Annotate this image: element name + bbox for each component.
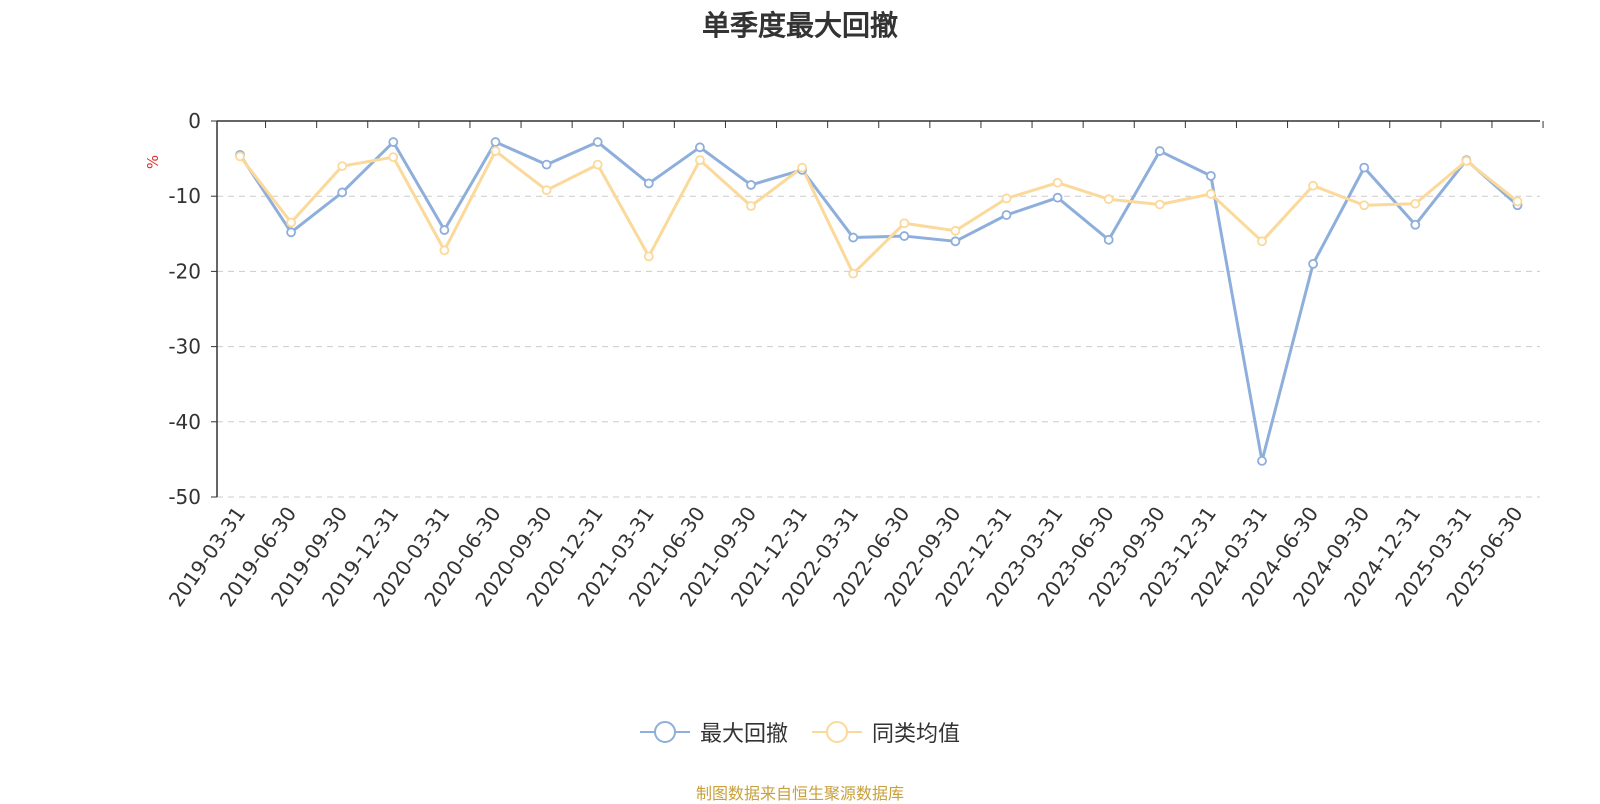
- data-point-0: [1359, 162, 1370, 173]
- data-point-0: [337, 187, 348, 198]
- y-tick-label: -30: [168, 335, 201, 359]
- y-tick-label: -10: [168, 184, 201, 208]
- legend-label: 同类均值: [872, 722, 961, 747]
- series-line-1: [238, 149, 1519, 276]
- data-point-1: [797, 162, 807, 173]
- data-point-1: [1410, 198, 1421, 209]
- data-point-1: [490, 146, 501, 156]
- data-point-1: [541, 185, 552, 196]
- data-point-0: [899, 231, 910, 241]
- data-point-1: [592, 159, 603, 170]
- data-point-1: [1512, 196, 1523, 207]
- data-point-0: [388, 137, 399, 147]
- data-point-0: [286, 227, 297, 238]
- source-note: 制图数据来自恒生聚源数据库: [695, 784, 904, 803]
- axes: 0-10-20-30-40-50%2019-03-312019-06-30201…: [144, 109, 1544, 611]
- data-point-1: [848, 268, 859, 279]
- y-axis-unit-label: %: [144, 155, 162, 169]
- data-point-1: [388, 152, 399, 162]
- data-point-1: [1206, 189, 1216, 199]
- series-line-0: [238, 140, 1519, 463]
- data-point-1: [1359, 200, 1370, 211]
- data-point-0: [1257, 456, 1267, 466]
- data-point-0: [848, 232, 859, 243]
- legend-label: 最大回撤: [699, 722, 788, 747]
- data-point-0: [950, 236, 961, 247]
- legend-item-max-drawdown[interactable]: 最大回撤: [639, 716, 788, 748]
- legend: 最大回撤 同类均值: [0, 716, 1600, 748]
- data-point-1: [1052, 177, 1063, 188]
- data-point-1: [1308, 180, 1318, 191]
- data-point-1: [1257, 236, 1267, 247]
- data-point-1: [439, 245, 450, 256]
- data-point-0: [1154, 146, 1165, 156]
- data-point-0: [1410, 219, 1421, 230]
- y-tick-label: -20: [168, 259, 201, 283]
- legend-item-peer-average[interactable]: 同类均值: [812, 716, 960, 748]
- data-point-0: [1052, 192, 1063, 203]
- data-point-1: [695, 155, 705, 166]
- data-point-1: [746, 201, 756, 211]
- data-point-0: [1308, 258, 1318, 269]
- y-tick-label: -50: [168, 485, 201, 509]
- data-point-1: [286, 217, 297, 228]
- data-point-0: [1206, 170, 1216, 181]
- data-point-0: [592, 137, 603, 147]
- data-point-1: [1001, 193, 1012, 204]
- data-point-0: [1001, 210, 1012, 220]
- data-point-0: [643, 178, 654, 189]
- data-point-0: [541, 159, 552, 170]
- data-point-1: [1461, 155, 1472, 166]
- chart-title: 单季度最大回撤: [701, 9, 898, 42]
- data-point-1: [899, 218, 910, 229]
- grid-lines: [217, 195, 1540, 498]
- data-point-1: [1154, 199, 1165, 210]
- data-point-1: [643, 251, 654, 262]
- data-point-0: [695, 142, 705, 153]
- legend-swatch-icon: [812, 721, 862, 743]
- data-point-0: [490, 137, 501, 147]
- data-point-1: [235, 151, 245, 162]
- data-point-0: [746, 180, 756, 190]
- data-point-0: [1103, 234, 1114, 245]
- y-tick-label: -40: [168, 410, 201, 434]
- y-tick-label: 0: [188, 109, 201, 133]
- legend-swatch-icon: [639, 721, 690, 743]
- data-point-1: [950, 225, 961, 236]
- data-point-1: [337, 161, 348, 172]
- data-point-0: [439, 225, 450, 235]
- data-point-1: [1103, 194, 1114, 205]
- series-layer: [235, 137, 1523, 466]
